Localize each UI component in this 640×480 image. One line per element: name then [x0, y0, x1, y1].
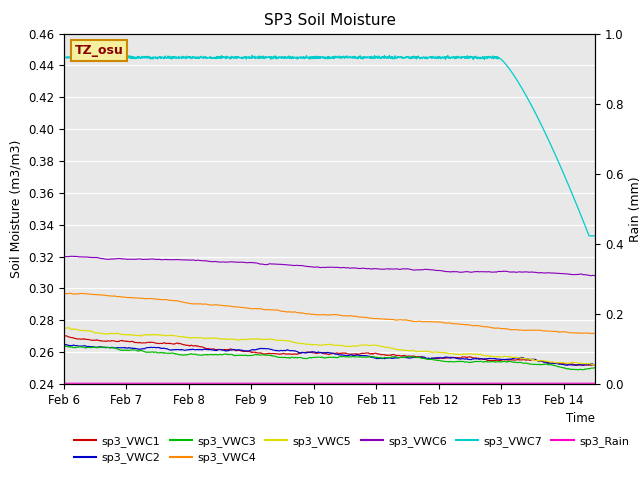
sp3_VWC3: [577, 367, 584, 372]
sp3_VWC2: [319, 350, 326, 356]
sp3_VWC4: [576, 330, 584, 336]
sp3_VWC5: [88, 328, 95, 334]
sp3_VWC2: [591, 362, 599, 368]
sp3_VWC7: [386, 52, 394, 58]
sp3_VWC7: [591, 233, 599, 239]
sp3_Rain: [576, 380, 584, 386]
sp3_VWC5: [591, 362, 599, 368]
sp3_VWC3: [574, 367, 582, 373]
sp3_VWC7: [319, 55, 326, 60]
sp3_VWC3: [479, 359, 486, 365]
sp3_VWC3: [61, 343, 68, 348]
sp3_VWC4: [576, 330, 584, 336]
sp3_Rain: [319, 380, 326, 386]
Line: sp3_VWC5: sp3_VWC5: [64, 328, 595, 365]
sp3_VWC2: [563, 362, 571, 368]
sp3_VWC6: [479, 269, 486, 275]
sp3_Rain: [87, 380, 95, 386]
sp3_VWC6: [587, 273, 595, 278]
sp3_VWC5: [65, 325, 73, 331]
Y-axis label: Rain (mm): Rain (mm): [629, 176, 640, 241]
sp3_VWC5: [576, 360, 584, 366]
sp3_VWC6: [60, 254, 68, 260]
sp3_VWC6: [67, 253, 75, 259]
sp3_VWC7: [576, 210, 584, 216]
sp3_VWC6: [591, 273, 599, 278]
sp3_Rain: [576, 380, 584, 386]
sp3_VWC7: [305, 55, 312, 61]
sp3_Rain: [479, 380, 486, 386]
sp3_VWC2: [576, 362, 584, 368]
sp3_VWC1: [576, 362, 584, 368]
sp3_VWC5: [319, 342, 326, 348]
sp3_VWC1: [60, 333, 68, 339]
sp3_VWC4: [319, 312, 326, 318]
sp3_VWC2: [87, 344, 95, 350]
Line: sp3_VWC6: sp3_VWC6: [64, 256, 595, 276]
sp3_VWC2: [60, 341, 68, 347]
sp3_VWC7: [585, 233, 593, 239]
sp3_VWC7: [60, 54, 68, 60]
sp3_VWC5: [591, 362, 598, 368]
sp3_VWC3: [591, 365, 599, 371]
sp3_VWC4: [588, 331, 596, 336]
Line: sp3_VWC3: sp3_VWC3: [64, 346, 595, 370]
sp3_VWC6: [576, 271, 584, 277]
sp3_VWC1: [580, 362, 588, 368]
Line: sp3_VWC4: sp3_VWC4: [64, 293, 595, 334]
sp3_VWC6: [576, 271, 584, 277]
sp3_VWC3: [576, 366, 584, 372]
sp3_VWC5: [60, 325, 68, 331]
sp3_VWC6: [305, 264, 312, 269]
sp3_VWC3: [319, 355, 326, 360]
Y-axis label: Soil Moisture (m3/m3): Soil Moisture (m3/m3): [10, 140, 22, 278]
sp3_VWC7: [576, 210, 584, 216]
Text: TZ_osu: TZ_osu: [75, 44, 124, 57]
Legend: sp3_VWC1, sp3_VWC2, sp3_VWC3, sp3_VWC4, sp3_VWC5, sp3_VWC6, sp3_VWC7, sp3_Rain: sp3_VWC1, sp3_VWC2, sp3_VWC3, sp3_VWC4, …: [70, 432, 634, 468]
sp3_Rain: [591, 380, 599, 386]
Line: sp3_VWC1: sp3_VWC1: [64, 336, 595, 365]
Title: SP3 Soil Moisture: SP3 Soil Moisture: [264, 13, 396, 28]
sp3_VWC5: [576, 360, 584, 366]
sp3_VWC1: [479, 356, 486, 362]
sp3_VWC4: [87, 291, 95, 297]
Line: sp3_VWC2: sp3_VWC2: [64, 344, 595, 365]
sp3_VWC6: [319, 264, 326, 270]
sp3_VWC4: [479, 324, 486, 329]
sp3_VWC1: [305, 349, 312, 355]
sp3_VWC1: [576, 362, 584, 368]
sp3_VWC6: [88, 254, 95, 260]
sp3_VWC4: [60, 290, 68, 296]
sp3_VWC5: [479, 352, 486, 358]
sp3_VWC1: [319, 350, 326, 356]
sp3_Rain: [305, 380, 312, 386]
sp3_VWC2: [479, 356, 486, 362]
sp3_VWC4: [591, 330, 599, 336]
X-axis label: Time: Time: [566, 412, 595, 425]
sp3_VWC7: [479, 55, 486, 60]
sp3_VWC3: [60, 343, 68, 348]
sp3_VWC1: [88, 337, 95, 343]
sp3_Rain: [60, 380, 68, 386]
sp3_VWC1: [62, 333, 70, 339]
sp3_VWC4: [305, 311, 312, 316]
sp3_VWC3: [305, 355, 312, 361]
sp3_VWC1: [591, 362, 599, 368]
sp3_VWC3: [88, 345, 95, 350]
Line: sp3_VWC7: sp3_VWC7: [64, 55, 595, 236]
sp3_VWC7: [87, 55, 95, 60]
sp3_VWC2: [305, 349, 312, 355]
sp3_VWC2: [576, 362, 584, 368]
sp3_VWC5: [305, 341, 312, 347]
